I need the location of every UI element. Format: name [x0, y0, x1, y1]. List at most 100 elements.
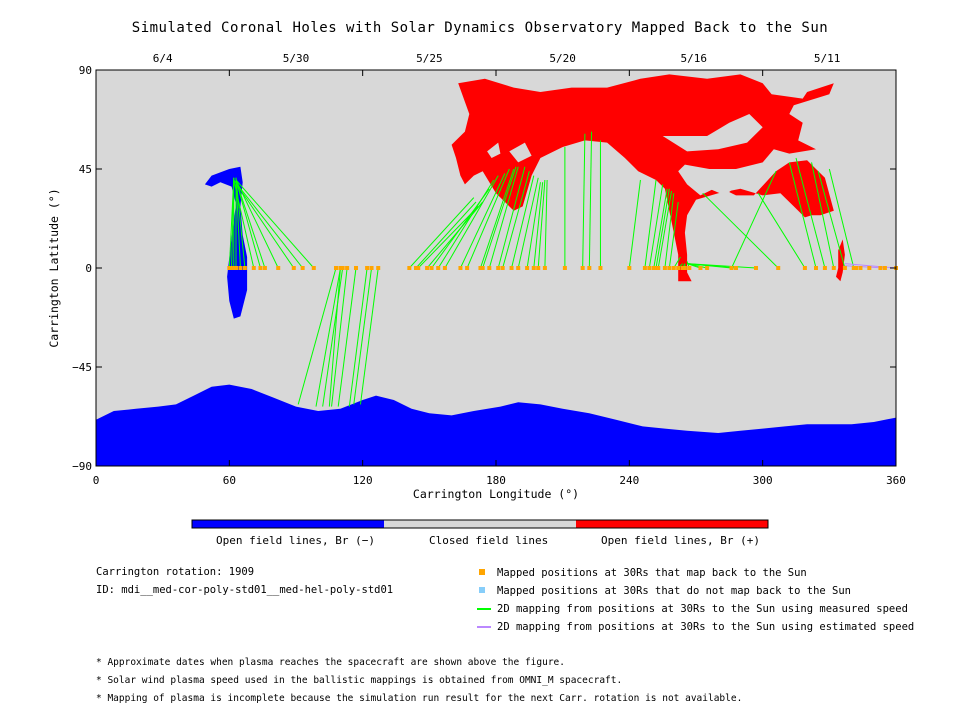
- mapped-position-point: [854, 266, 858, 270]
- measured-mapping-line: [235, 179, 279, 269]
- mapped-position-point: [242, 266, 247, 270]
- measured-mapping-line: [702, 192, 779, 269]
- run-id: ID: mdi__med-cor-poly-std01__med-hel-pol…: [96, 584, 394, 596]
- mapped-position-point: [858, 266, 863, 270]
- colorbar-negative: [192, 520, 384, 528]
- mapped-position-point: [262, 266, 267, 270]
- estimated-mapping-line: [844, 265, 885, 269]
- measured-mapping-line: [811, 162, 835, 269]
- measured-mapping-line: [788, 162, 817, 269]
- mapped-position-point: [234, 266, 238, 270]
- mapped-position-point: [334, 266, 338, 270]
- x-tick-label: 60: [223, 474, 236, 487]
- mapped-position-point: [425, 266, 430, 270]
- measured-mapping-line: [526, 182, 541, 269]
- mapped-position-point: [754, 266, 758, 270]
- mapped-position-point: [340, 266, 345, 270]
- measured-mapping-line: [644, 179, 657, 269]
- measured-mapping-line: [488, 166, 519, 269]
- measured-mapping-line: [337, 267, 357, 407]
- measured-mapping-line: [297, 267, 337, 405]
- mapped-position-point: [627, 266, 632, 270]
- mapped-position-point: [465, 266, 470, 270]
- orange-square-icon: [479, 569, 485, 575]
- mapped-position-point: [831, 266, 836, 270]
- measured-mapping-line: [444, 175, 499, 269]
- x-tick-label: 120: [353, 474, 373, 487]
- north-hole-closed-island-0: [662, 114, 763, 152]
- mapped-position-point: [487, 266, 492, 270]
- mapped-position-point: [882, 266, 887, 270]
- mapped-position-point: [416, 266, 421, 270]
- mapped-position-point: [598, 266, 603, 270]
- mapped-position-point: [365, 266, 370, 270]
- y-tick-label: −90: [72, 460, 92, 473]
- north-hole-closed-island-1: [509, 142, 532, 163]
- mapped-position-point: [851, 266, 856, 270]
- mapped-position-point: [516, 266, 521, 270]
- mapped-position-point: [687, 266, 692, 270]
- measured-mapping-line: [466, 168, 510, 269]
- measured-mapping-line: [233, 179, 295, 269]
- y-tick-label: 90: [79, 64, 92, 77]
- measured-mapping-line: [235, 179, 261, 269]
- measured-mapping-line: [233, 179, 304, 269]
- measured-mapping-line: [664, 193, 675, 269]
- date-tick-label: 5/11: [814, 52, 841, 65]
- measured-mapping-line: [417, 206, 479, 269]
- mapped-position-point: [238, 266, 243, 270]
- mapped-position-point: [478, 266, 483, 270]
- mapped-position-point: [654, 266, 658, 270]
- mapped-position-point: [414, 266, 418, 270]
- measured-mapping-line: [479, 168, 515, 269]
- mapped-position-point: [338, 266, 343, 270]
- mapped-position-point: [822, 266, 827, 270]
- mapped-position-point: [680, 266, 685, 270]
- mapped-position-point: [642, 266, 647, 270]
- footnote-speed: * Solar wind plasma speed used in the ba…: [96, 675, 623, 686]
- mapped-position-point: [580, 266, 585, 270]
- north-hole-closed-island-2: [487, 142, 501, 158]
- mapped-position-point: [587, 266, 592, 270]
- colorbar-label-closed: Closed field lines: [429, 534, 549, 547]
- north-hole-closed-island-3: [709, 180, 736, 196]
- south-polar-hole: [96, 384, 896, 466]
- mapped-position-point: [311, 266, 316, 270]
- measured-mapping-line: [533, 182, 544, 269]
- colorbar-frame: [191, 519, 769, 529]
- mapped-position-point: [231, 266, 236, 270]
- measured-mapping-line: [235, 179, 315, 269]
- mapped-position-point: [671, 266, 676, 270]
- mapped-position-point: [531, 266, 536, 270]
- mapped-position-point: [354, 266, 358, 270]
- measured-mapping-line: [517, 177, 539, 269]
- measured-mapping-line: [655, 188, 670, 269]
- measured-mapping-line: [687, 263, 757, 269]
- measured-mapping-line: [817, 171, 846, 269]
- measured-mapping-line: [353, 267, 373, 405]
- footnote-dates: * Approximate dates when plasma reaches …: [96, 657, 565, 668]
- measured-mapping-line: [459, 173, 506, 269]
- mapped-position-point: [536, 266, 541, 270]
- mapped-position-point: [276, 266, 281, 270]
- measured-mapping-line: [415, 201, 477, 269]
- carrington-rotation: Carrington rotation: 1909: [96, 566, 255, 578]
- green-line-icon: [477, 608, 491, 610]
- measured-mapping-line: [359, 267, 379, 405]
- colorbar-positive: [576, 520, 768, 528]
- mapped-position-point: [729, 266, 734, 270]
- y-tick-label: −45: [72, 361, 92, 374]
- mapped-position-point: [480, 266, 485, 270]
- measured-mapping-line: [657, 190, 673, 269]
- purple-line-icon: [477, 626, 491, 628]
- mapped-position-point: [656, 266, 661, 270]
- measured-mapping-line: [348, 267, 368, 407]
- measured-mapping-line: [408, 197, 475, 269]
- mapped-position-point: [776, 266, 781, 270]
- mapped-position-point: [734, 266, 738, 270]
- colorbar-label-positive: Open field lines, Br (+): [601, 534, 760, 547]
- mapped-position-point: [376, 266, 381, 270]
- mapped-position-point: [291, 266, 296, 270]
- mapped-position-point: [676, 266, 681, 270]
